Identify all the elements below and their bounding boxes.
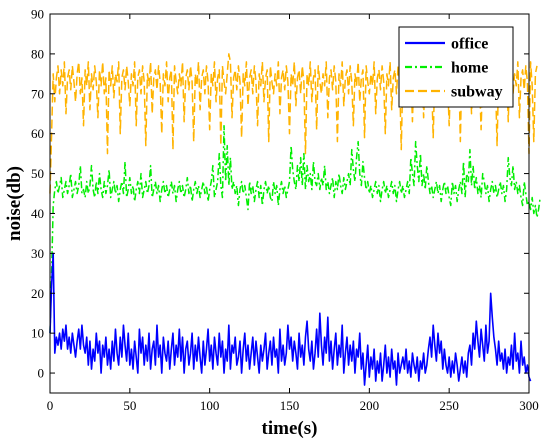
y-tick-label: 10 — [31, 326, 44, 341]
y-tick-label: 40 — [31, 206, 44, 221]
x-tick-label: 0 — [47, 398, 54, 413]
y-tick-label: 50 — [31, 166, 44, 181]
x-axis-label: time(s) — [262, 418, 318, 439]
legend-box — [398, 26, 514, 108]
y-tick-label: 20 — [31, 286, 44, 301]
legend-label-home: home — [451, 60, 488, 77]
y-axis-label: noise(db) — [4, 166, 25, 241]
y-tick-label: 30 — [31, 246, 44, 261]
x-tick-label: 100 — [200, 398, 220, 413]
y-tick-label: 70 — [31, 86, 44, 101]
x-tick-label: 50 — [123, 398, 136, 413]
y-tick-label: 60 — [31, 126, 44, 141]
y-tick-label: 0 — [38, 366, 45, 381]
legend-label-subway: subway — [451, 84, 503, 101]
y-tick-label: 80 — [31, 46, 44, 61]
series-line-home — [49, 124, 541, 334]
x-tick-label: 200 — [360, 398, 380, 413]
legend: office home subway — [398, 26, 514, 108]
x-tick-label: 150 — [280, 398, 300, 413]
tick-layer: 0 50 100 150 200 250 300 0 10 20 30 40 50 60 70 80 90 — [31, 7, 539, 414]
x-tick-label: 250 — [439, 398, 459, 413]
y-tick-label: 90 — [31, 7, 44, 22]
x-tick-label: 300 — [519, 398, 539, 413]
series-line-office — [49, 252, 532, 386]
legend-label-office: office — [451, 36, 488, 53]
